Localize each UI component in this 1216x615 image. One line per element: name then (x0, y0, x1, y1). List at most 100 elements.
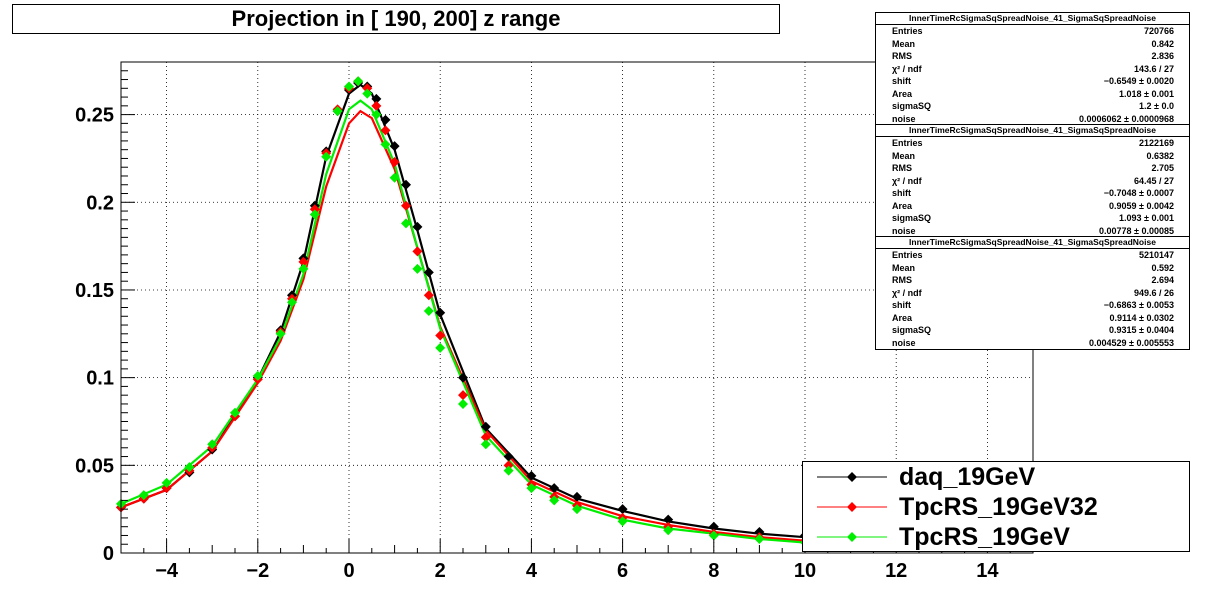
stat-key: shift (892, 76, 911, 86)
data-point (572, 491, 582, 502)
legend-entry-tpcrs: TpcRS_19GeV (803, 522, 1189, 553)
data-point (252, 370, 263, 381)
stat-box-header: InnerTimeRcSigmaSqSpreadNoise_41_SigmaSq… (876, 125, 1189, 137)
stat-value: 2.694 (1151, 275, 1174, 285)
stat-value: 143.6 / 27 (1133, 63, 1174, 74)
data-point (423, 267, 434, 278)
stat-row: Entries 2122169 (876, 137, 1189, 150)
data-point (362, 83, 373, 94)
stat-value: 0.592 (1151, 262, 1174, 273)
data-point (435, 330, 446, 341)
stat-key: Area (892, 200, 913, 211)
stat-value: 0.6382 (1146, 150, 1174, 161)
y-tick-label: 0.2 (86, 192, 114, 214)
stat-key: Mean (892, 262, 916, 273)
stat-key: RMS (892, 51, 912, 61)
stat-value: 0.00778 ± 0.00085 (1098, 225, 1174, 236)
stat-key: noise (892, 113, 916, 124)
data-point (412, 246, 423, 257)
data-point (503, 465, 514, 476)
data-point (371, 100, 382, 111)
stat-row: Mean 0.592 (876, 262, 1189, 275)
stat-key: Entries (892, 250, 923, 260)
chart-title: Projection in [ 190, 200] z range (12, 4, 780, 34)
x-tick-label: 8 (708, 560, 719, 582)
stat-key: Area (892, 312, 913, 323)
stat-key: χ² / ndf (892, 287, 922, 298)
stat-value: 0.842 (1151, 38, 1174, 49)
data-point (380, 114, 391, 125)
data-point (458, 390, 468, 401)
data-point (412, 221, 423, 232)
stat-row: shift −0.7048 ± 0.0007 (876, 187, 1189, 200)
data-point (380, 139, 391, 150)
stat-row: χ² / ndf 64.45 / 27 (876, 175, 1189, 188)
data-point (435, 307, 446, 318)
stat-key: sigmaSQ (892, 213, 932, 223)
x-tick-label: 2 (435, 560, 446, 582)
stat-value: 2.705 (1151, 163, 1174, 173)
data-point (708, 521, 719, 532)
stat-key: RMS (892, 163, 912, 173)
data-point (275, 328, 286, 339)
data-point (663, 525, 674, 536)
tick-labels: −4 −2 0 2 4 6 8 10 12 14 0 0.05 0.1 0.15 0.2 0.25 (75, 105, 999, 582)
data-point (389, 156, 400, 167)
y-tick-label: 0.15 (75, 280, 114, 302)
data-point (549, 483, 560, 494)
data-point (138, 490, 149, 501)
y-tick-label: 0.05 (75, 455, 114, 477)
stat-key: noise (892, 337, 916, 348)
stat-key: RMS (892, 275, 912, 285)
data-point (503, 460, 514, 471)
data-point (184, 462, 195, 473)
stat-row: shift −0.6549 ± 0.0020 (876, 75, 1189, 88)
data-point (480, 432, 491, 443)
data-point (298, 256, 309, 267)
stat-box-header: InnerTimeRcSigmaSqSpreadNoise_41_SigmaSq… (876, 13, 1189, 25)
fit-curve (120, 109, 806, 542)
stat-key: Entries (892, 26, 923, 36)
stat-box: InnerTimeRcSigmaSqSpreadNoise_41_SigmaSq… (875, 124, 1190, 238)
data-point (401, 218, 411, 229)
data-point (161, 477, 172, 488)
data-point (353, 76, 364, 87)
legend: daq_19GeV TpcRS_19GeV32 TpcRS_19GeV (802, 461, 1190, 552)
stat-row: sigmaSQ 0.9315 ± 0.0404 (876, 324, 1189, 337)
stat-row: sigmaSQ 1.093 ± 0.001 (876, 212, 1189, 225)
stat-row: Entries 720766 (876, 25, 1189, 38)
stat-row: noise 0.00778 ± 0.00085 (876, 225, 1189, 238)
stat-row: RMS 2.694 (876, 274, 1189, 287)
data-point (423, 290, 434, 301)
data-point (389, 141, 400, 152)
stat-row: Area 0.9114 ± 0.0302 (876, 312, 1189, 325)
stat-value: 1.018 ± 0.001 (1119, 88, 1174, 99)
y-tick-label: 0 (103, 543, 114, 565)
stat-row: noise 0.0006062 ± 0.0000968 (876, 113, 1189, 126)
stat-row: RMS 2.705 (876, 162, 1189, 175)
data-point (754, 526, 765, 537)
data-point (371, 93, 382, 104)
fit-curves (120, 83, 806, 544)
legend-marker-tpcrs32 (817, 502, 887, 512)
stat-row: RMS 2.836 (876, 50, 1189, 63)
x-tick-label: 14 (976, 560, 999, 582)
stat-value: 2.836 (1151, 51, 1174, 61)
legend-entry-daq: daq_19GeV (803, 462, 1189, 493)
data-point (362, 88, 373, 99)
data-point (458, 398, 468, 409)
data-point (412, 263, 423, 274)
y-tick-label: 0.25 (75, 105, 114, 127)
legend-marker-tpcrs (817, 532, 887, 542)
data-point (480, 421, 491, 432)
stat-row: χ² / ndf 143.6 / 27 (876, 63, 1189, 76)
fit-curve (120, 99, 806, 544)
legend-label-tpcrs32: TpcRS_19GeV32 (899, 493, 1098, 521)
stat-key: sigmaSQ (892, 325, 932, 335)
legend-label-daq: daq_19GeV (899, 463, 1036, 491)
stat-value: −0.7048 ± 0.0007 (1103, 188, 1174, 198)
x-tick-label: 10 (794, 560, 816, 582)
data-point (344, 81, 354, 92)
data-point (663, 514, 674, 525)
